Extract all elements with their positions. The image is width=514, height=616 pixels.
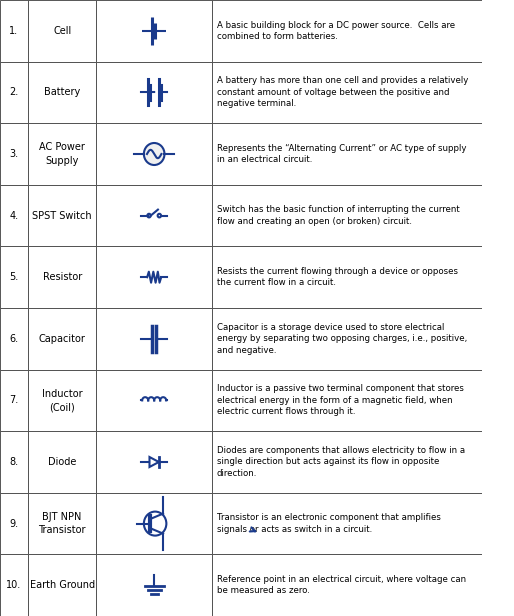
Text: SPST Switch: SPST Switch <box>32 211 92 221</box>
Bar <box>0 185 28 246</box>
Bar <box>28 431 96 493</box>
Text: Battery: Battery <box>44 87 80 97</box>
Bar <box>96 431 212 493</box>
Bar <box>212 493 482 554</box>
Text: Capacitor is a storage device used to store electrical
energy by separating two : Capacitor is a storage device used to st… <box>217 323 467 355</box>
Bar <box>28 0 96 62</box>
Text: Diode: Diode <box>48 457 77 467</box>
Bar <box>96 123 212 185</box>
Bar <box>28 246 96 308</box>
Text: 6.: 6. <box>9 334 19 344</box>
Bar <box>0 554 28 616</box>
Bar <box>0 370 28 431</box>
Bar <box>212 370 482 431</box>
Bar <box>212 185 482 246</box>
Text: Earth Ground: Earth Ground <box>30 580 95 590</box>
Text: 5.: 5. <box>9 272 19 282</box>
Text: Switch has the basic function of interrupting the current
flow and creating an o: Switch has the basic function of interru… <box>217 205 460 226</box>
Text: Capacitor: Capacitor <box>39 334 86 344</box>
Bar <box>0 308 28 370</box>
Text: AC Power
Supply: AC Power Supply <box>39 142 85 166</box>
Bar <box>28 554 96 616</box>
Bar <box>0 431 28 493</box>
Text: 7.: 7. <box>9 395 19 405</box>
Text: Transistor is an electronic component that amplifies
signals or acts as switch i: Transistor is an electronic component th… <box>217 513 440 534</box>
Circle shape <box>144 143 164 165</box>
Text: Diodes are components that allows electricity to flow in a
single direction but : Diodes are components that allows electr… <box>217 446 465 478</box>
Bar <box>0 62 28 123</box>
Bar <box>0 493 28 554</box>
Text: 3.: 3. <box>9 149 19 159</box>
Bar <box>96 246 212 308</box>
Bar <box>28 493 96 554</box>
Text: Inductor is a passive two terminal component that stores
electrical energy in th: Inductor is a passive two terminal compo… <box>217 384 464 416</box>
Bar <box>96 185 212 246</box>
Text: A basic building block for a DC power source.  Cells are
combined to form batter: A basic building block for a DC power so… <box>217 20 455 41</box>
Bar <box>96 493 212 554</box>
Bar <box>0 0 28 62</box>
Text: 8.: 8. <box>9 457 19 467</box>
Text: A battery has more than one cell and provides a relatively
constant amount of vo: A battery has more than one cell and pro… <box>217 76 468 108</box>
Text: 4.: 4. <box>9 211 19 221</box>
Bar <box>28 308 96 370</box>
Bar <box>28 185 96 246</box>
Bar <box>212 554 482 616</box>
Bar <box>212 308 482 370</box>
Bar <box>212 0 482 62</box>
Text: BJT NPN
Transistor: BJT NPN Transistor <box>39 512 86 535</box>
Text: 10.: 10. <box>6 580 22 590</box>
Text: 1.: 1. <box>9 26 19 36</box>
Bar <box>28 370 96 431</box>
Bar <box>96 370 212 431</box>
Text: Cell: Cell <box>53 26 71 36</box>
Bar <box>212 246 482 308</box>
Text: Reference point in an electrical circuit, where voltage can
be measured as zero.: Reference point in an electrical circuit… <box>217 575 466 596</box>
Bar <box>28 123 96 185</box>
Bar <box>28 62 96 123</box>
Text: Resists the current flowing through a device or opposes
the current flow in a ci: Resists the current flowing through a de… <box>217 267 457 288</box>
Bar <box>212 431 482 493</box>
Bar <box>212 123 482 185</box>
Bar <box>96 554 212 616</box>
Text: 2.: 2. <box>9 87 19 97</box>
Bar <box>96 0 212 62</box>
Text: 9.: 9. <box>9 519 19 529</box>
Bar <box>212 62 482 123</box>
Text: Resistor: Resistor <box>43 272 82 282</box>
Bar <box>0 123 28 185</box>
Bar <box>0 246 28 308</box>
Text: Represents the “Alternating Current” or AC type of supply
in an electrical circu: Represents the “Alternating Current” or … <box>217 144 466 164</box>
Bar <box>96 62 212 123</box>
Text: Inductor
(Coil): Inductor (Coil) <box>42 389 82 412</box>
Bar <box>96 308 212 370</box>
